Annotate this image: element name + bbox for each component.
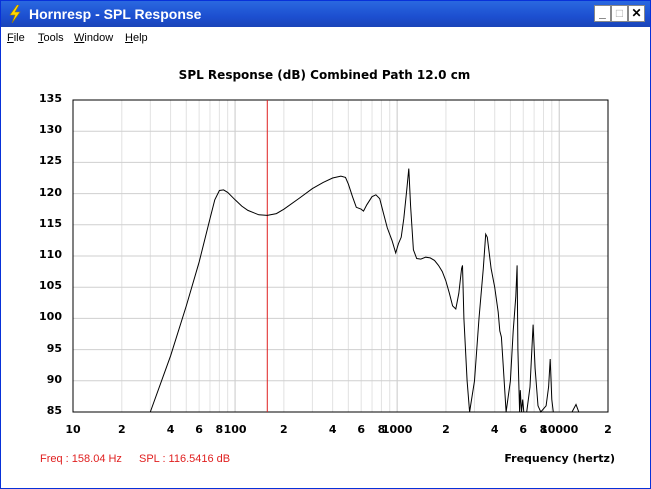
y-tick-label: 95 <box>46 341 62 355</box>
cursor-readout: Freq : 158.04 Hz SPL : 116.5416 dB <box>40 453 244 465</box>
x-tick-label: 10000 <box>540 423 579 436</box>
x-tick-label: 10 <box>65 423 81 436</box>
y-tick-label: 100 <box>39 310 62 324</box>
plot-frame <box>72 99 609 413</box>
y-tick-label: 85 <box>46 404 62 417</box>
plot-title: SPL Response (dB) Combined Path 12.0 cm <box>178 68 471 82</box>
menu-window[interactable]: Window <box>74 32 114 44</box>
menu-bar: File Tools Window Help <box>1 28 650 48</box>
x-tick-label: 2 <box>604 423 612 436</box>
x-tick-label: 4 <box>490 423 499 436</box>
y-tick-label: 130 <box>39 123 62 137</box>
x-axis-title: Frequency (hertz) <box>504 452 615 465</box>
freq-readout: Freq : 158.04 Hz <box>40 453 122 465</box>
maximize-button[interactable]: □ <box>611 5 628 22</box>
x-tick-label: 2 <box>442 423 450 436</box>
close-button[interactable]: ✕ <box>628 5 645 22</box>
menu-tools[interactable]: Tools <box>38 32 64 44</box>
x-tick-label: 1000 <box>381 423 413 436</box>
x-tick-label: 100 <box>223 423 247 436</box>
y-tick-label: 90 <box>46 372 62 386</box>
spl-curve <box>149 168 608 413</box>
x-tick-label: 8 <box>215 423 224 436</box>
x-tick-label: 4 <box>166 423 175 436</box>
spl-readout: SPL : 116.5416 dB <box>139 453 231 465</box>
menu-help[interactable]: Help <box>125 32 148 44</box>
menu-file[interactable]: File <box>7 32 25 44</box>
x-tick-label: 2 <box>280 423 288 436</box>
x-tick-label: 8 <box>377 423 386 436</box>
lightning-icon <box>9 5 21 23</box>
minimize-button[interactable]: _ <box>594 5 611 22</box>
y-tick-label: 120 <box>39 185 62 199</box>
x-tick-label: 8 <box>539 423 548 436</box>
y-tick-label: 110 <box>39 248 62 261</box>
x-tick-label: 6 <box>357 423 365 436</box>
y-tick-label: 115 <box>39 216 62 230</box>
y-tick-label: 135 <box>39 92 62 105</box>
window-title: Hornresp - SPL Response <box>29 6 202 22</box>
y-tick-label: 125 <box>39 154 62 168</box>
y-tick-label: 105 <box>39 279 62 293</box>
x-tick-label: 4 <box>328 423 337 436</box>
x-tick-label: 2 <box>117 423 126 436</box>
title-bar[interactable]: Hornresp - SPL Response _ □ ✕ <box>1 1 650 27</box>
x-tick-label: 6 <box>195 423 203 436</box>
x-tick-label: 6 <box>519 423 528 436</box>
